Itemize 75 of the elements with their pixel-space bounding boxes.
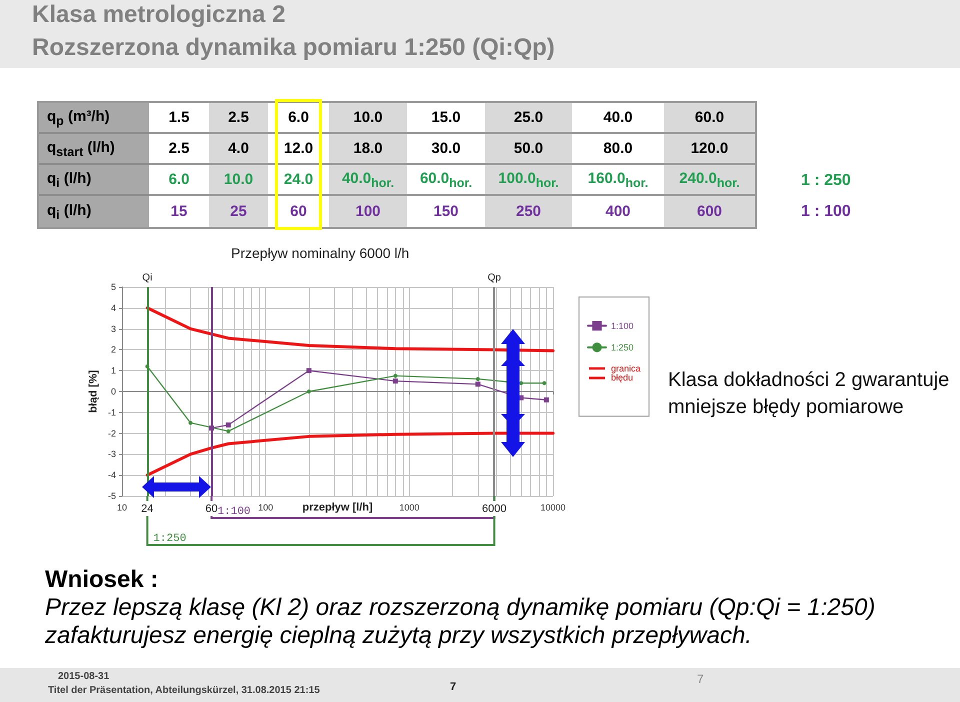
text: 18.0: [353, 140, 383, 157]
text: 10.0: [353, 109, 383, 126]
legend-label: 1:100: [611, 320, 634, 331]
text: 120.0: [690, 140, 728, 157]
text: 2.5: [228, 109, 249, 126]
text: 2015-08-31: [58, 671, 110, 682]
text: 6.0: [288, 109, 309, 126]
text: Wniosek :: [45, 566, 158, 593]
text: 6000: [482, 503, 506, 515]
legend-label: granica błędu: [611, 364, 644, 383]
text: 100.0$_{hor.}$: [498, 170, 559, 190]
text: Titel der Präsentation, Abteilungskürzel, 31.08.2015 21:15: [48, 685, 320, 696]
y-tick-label: 2: [110, 344, 116, 355]
y-tick-label: 5: [110, 282, 116, 292]
text: 150: [433, 203, 459, 220]
y-tick-label: -3: [108, 449, 116, 460]
y-tick-label: 3: [110, 324, 116, 334]
x-tick-label: 100: [258, 502, 274, 512]
text: 6.0: [168, 171, 190, 188]
y-tick-label: -2: [108, 428, 116, 438]
text: 400: [605, 203, 631, 220]
y-tick-label: -5: [108, 491, 116, 501]
category-label: 1 : 250: [801, 172, 851, 189]
text: 1.5: [168, 109, 190, 126]
text: 2.5: [168, 140, 190, 157]
text: Przez lepszą klasę (Kl 2) oraz rozszerzoną dynamikę pomiaru (Qp:Qi = 1:250) zafakturujesz energię cieplną zużytą przy wszystkich przepływach.: [45, 594, 876, 649]
text: 30.0: [431, 140, 461, 157]
text: 7: [450, 681, 456, 693]
text: Klasa dokładności 2 gwarantuje mniejsze błędy pomiarowe: [668, 369, 950, 418]
text: 1:100: [218, 506, 251, 518]
text: 24.0: [284, 171, 314, 188]
category-label: 1 : 100: [801, 203, 851, 220]
text: 25: [230, 203, 247, 220]
text: Klasa metrologiczna 2: [32, 1, 286, 28]
y-tick-label: 4: [110, 302, 116, 313]
x-tick-label: 10000: [540, 502, 566, 512]
text: 7: [697, 672, 704, 686]
text: 50.0: [514, 140, 544, 157]
text: 40.0: [603, 109, 633, 126]
category-label: q$_{i}$ (l/h): [47, 170, 92, 190]
text: 4.0: [228, 140, 249, 157]
text: 60.0: [694, 109, 724, 126]
text: 1:250: [153, 533, 186, 545]
text: 24: [141, 503, 154, 515]
y-tick-label: 0: [110, 386, 116, 396]
text: 15: [170, 203, 188, 220]
ref-line-label: Qi: [142, 272, 152, 284]
text: 240.0$_{hor.}$: [679, 170, 740, 190]
x-tick-label: 10: [116, 502, 128, 512]
y-tick-label: -4: [108, 470, 116, 480]
text: 60: [205, 503, 218, 515]
y-tick-label: -1: [108, 407, 116, 418]
text: 100: [355, 203, 381, 220]
y-tick-label: 1: [110, 366, 116, 376]
text: Rozszerzona dynamika pomiaru 1:250 (Qi:Qp): [32, 34, 555, 61]
category-label: q$_{i}$ (l/h): [47, 202, 92, 222]
text: 250: [516, 203, 542, 220]
text: 40.0$_{hor.}$: [342, 170, 394, 190]
text: 600: [696, 203, 722, 220]
ref-line-label: Qp: [488, 272, 502, 284]
category-label: q$_{p}$ (m³/h): [47, 108, 110, 128]
y-axis-title: błąd [%]: [88, 370, 100, 413]
x-tick-label: 1000: [399, 502, 420, 512]
chart-title: Przepływ nominalny 6000 l/h: [231, 245, 410, 261]
text: 80.0: [603, 140, 633, 157]
text: 25.0: [514, 109, 544, 126]
text: 15.0: [431, 109, 461, 126]
category-label: q$_{start}$ (l/h): [47, 138, 115, 158]
text: 10.0: [224, 171, 254, 188]
text: 60: [290, 203, 307, 220]
x-axis-title: przepływ [l/h]: [302, 502, 373, 514]
legend-label: 1:250: [611, 342, 634, 352]
text: 12.0: [284, 140, 314, 157]
text: 60.0$_{hor.}$: [420, 170, 472, 190]
text: 160.0$_{hor.}$: [588, 170, 648, 190]
